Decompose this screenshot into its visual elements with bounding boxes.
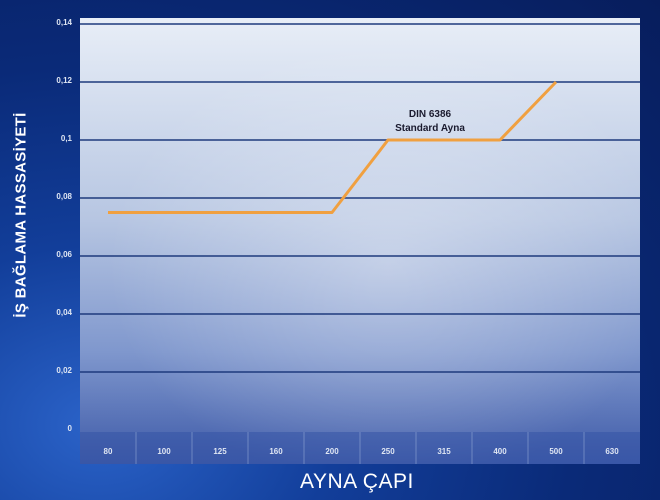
y-tick-label: 0 — [67, 424, 72, 433]
series — [108, 80, 558, 214]
y-tick-label: 0,04 — [56, 308, 72, 317]
plot-glow — [80, 18, 640, 464]
grid — [80, 23, 640, 373]
x-tick-label: 160 — [269, 447, 283, 456]
y-axis-label: İŞ BAĞLAMA HASSASİYETİ — [12, 112, 30, 318]
y-tick-label: 0,12 — [56, 76, 72, 85]
series-line — [108, 80, 558, 214]
x-axis-label: AYNA ÇAPI — [300, 470, 414, 493]
y-tick-label: 0,08 — [56, 192, 72, 201]
x-tick-label: 80 — [103, 447, 113, 456]
x-tick-label: 400 — [493, 447, 507, 456]
annotation-line-1: DIN 6386 — [408, 109, 452, 120]
x-tick-label: 200 — [325, 447, 339, 456]
y-tick-label: 0,06 — [56, 250, 72, 259]
x-tick-label: 630 — [605, 447, 619, 456]
annotation-line-2: Standard Ayna — [395, 123, 465, 134]
y-tick-label: 0,1 — [60, 134, 72, 143]
y-tick-label: 0,02 — [56, 366, 72, 375]
x-tick-label: 315 — [437, 447, 451, 456]
x-tick-label: 500 — [549, 447, 563, 456]
annotation: DIN 6386 Standard Ayna — [370, 108, 490, 136]
y-tick-label: 0,14 — [56, 18, 72, 27]
x-columns — [80, 432, 640, 464]
x-tick-label: 250 — [381, 447, 395, 456]
x-tick-label: 100 — [157, 447, 171, 456]
x-tick-label: 125 — [213, 447, 227, 456]
